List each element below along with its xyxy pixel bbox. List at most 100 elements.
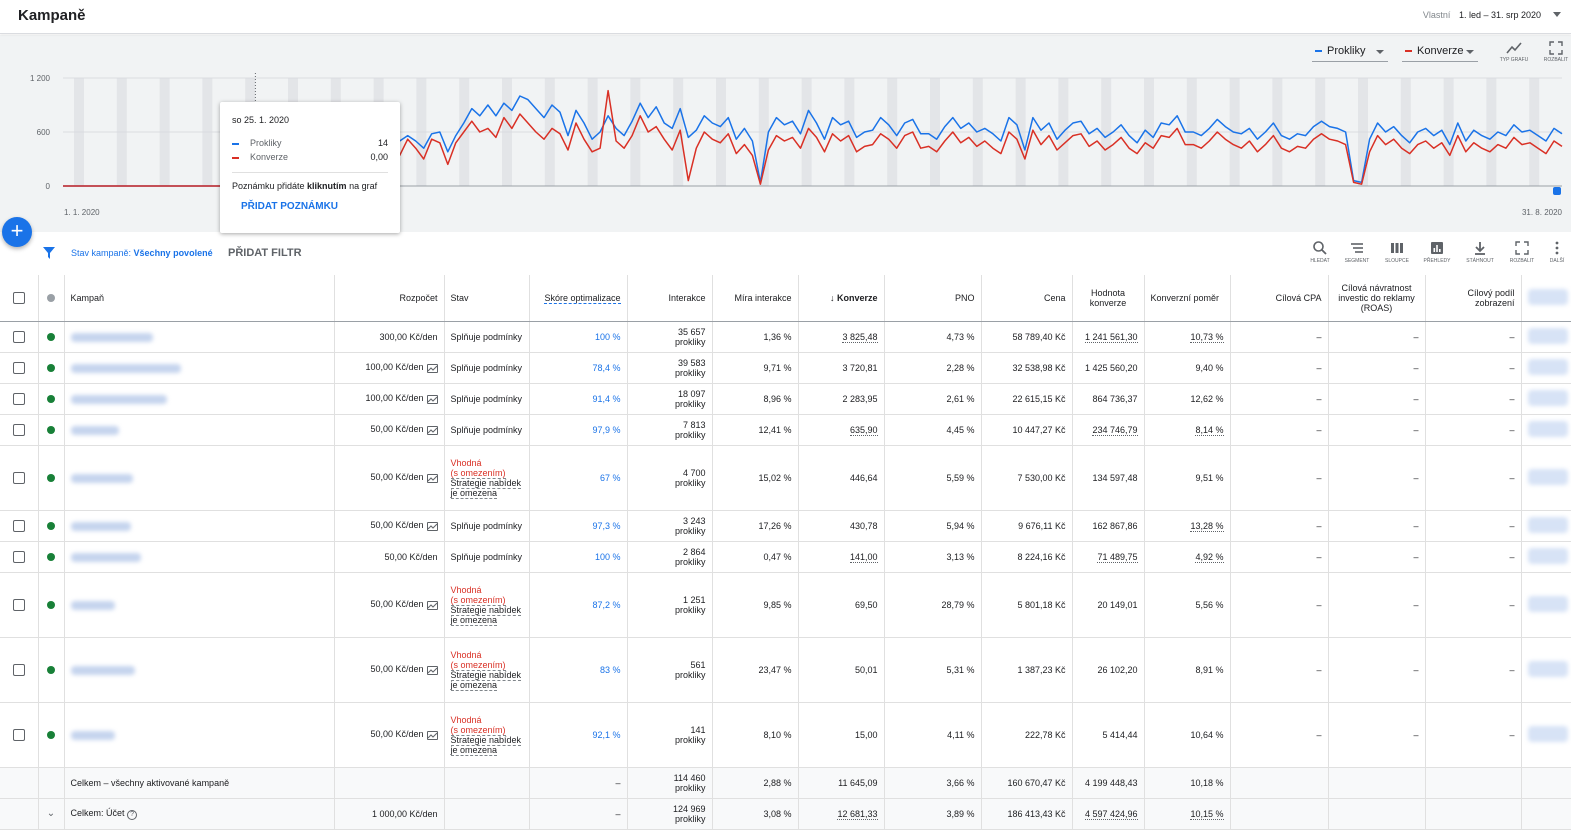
table-row[interactable]: 50,00 Kč/den Splňuje podmínky 100 % 2 864 pr…: [0, 541, 1571, 573]
opt-score-value[interactable]: 67 %: [599, 472, 621, 483]
status-bid-strategy[interactable]: Strategie nabídek: [450, 477, 522, 489]
create-button[interactable]: +: [2, 217, 32, 247]
budget-trend-icon[interactable]: [426, 394, 438, 404]
status-limited-note[interactable]: (s omezením): [450, 724, 506, 736]
search-tool-button[interactable]: HLEDAT: [1302, 240, 1338, 264]
status-limited-note[interactable]: (s omezením): [450, 594, 506, 606]
campaign-name-cell[interactable]: [64, 352, 335, 384]
more-tool-button[interactable]: DALŠÍ: [1542, 240, 1571, 264]
opt-score-cell[interactable]: 100 %: [529, 321, 628, 353]
chart-expand-button[interactable]: ROZBALIT: [1538, 41, 1571, 63]
columns-tool-button[interactable]: SLOUPCE: [1379, 240, 1415, 264]
add-filter-button[interactable]: PŘIDAT FILTR: [228, 247, 302, 259]
opt-score-value[interactable]: 100 %: [594, 331, 621, 342]
status-bid-strategy[interactable]: Strategie nabídek: [450, 604, 522, 616]
budget-trend-icon[interactable]: [426, 425, 438, 435]
row-checkbox[interactable]: [12, 392, 25, 405]
status-enabled-dot-icon[interactable]: [47, 601, 55, 610]
campaign-name-redacted[interactable]: [70, 394, 167, 404]
row-checkbox[interactable]: [12, 598, 25, 611]
row-select-cell[interactable]: [0, 414, 39, 446]
date-range-caret-icon[interactable]: [1553, 12, 1561, 17]
chart-type-button[interactable]: TYP GRAFU: [1496, 41, 1532, 63]
status-enabled-dot-icon[interactable]: [47, 553, 55, 562]
status-bid-strategy[interactable]: Strategie nabídek: [450, 669, 522, 681]
row-checkbox[interactable]: [12, 361, 25, 374]
col-header-interaction-rate[interactable]: Míra interakce: [712, 275, 799, 322]
row-select-cell[interactable]: [0, 383, 39, 415]
status-enabled-dot-icon[interactable]: [47, 333, 55, 342]
campaign-name-cell[interactable]: [64, 321, 335, 353]
budget-cell[interactable]: 50,00 Kč/den: [334, 414, 445, 446]
add-note-button[interactable]: PŘIDAT POZNÁMKU: [241, 201, 339, 212]
col-header-conv-value[interactable]: Hodnota konverze: [1072, 275, 1145, 322]
row-checkbox[interactable]: [12, 330, 25, 343]
table-row[interactable]: 50,00 Kč/den Vhodná (s omezením) Strategie …: [0, 702, 1571, 768]
opt-score-cell[interactable]: 78,4 %: [529, 352, 628, 384]
col-header-campaign[interactable]: Kampaň: [64, 275, 335, 322]
col-header-target-roas[interactable]: Cílová návratnost investic do reklamy (R…: [1328, 275, 1426, 322]
budget-cell[interactable]: 50,00 Kč/den: [334, 572, 445, 638]
help-icon[interactable]: ?: [127, 809, 138, 820]
budget-cell[interactable]: 300,00 Kč/den: [334, 321, 445, 353]
chevron-down-icon[interactable]: ⌄: [46, 808, 56, 819]
opt-score-value[interactable]: 78,4 %: [592, 362, 621, 373]
budget-cell[interactable]: 50,00 Kč/den: [334, 637, 445, 703]
campaign-name-redacted[interactable]: [70, 425, 119, 435]
col-header-conv-rate[interactable]: Konverzní poměr: [1144, 275, 1231, 322]
status-bid-strategy-limited[interactable]: je omezena: [450, 679, 498, 691]
status-bid-strategy-limited[interactable]: je omezena: [450, 744, 498, 756]
filter-icon[interactable]: [43, 247, 55, 259]
status-bid-strategy-limited[interactable]: je omezena: [450, 614, 498, 626]
status-enabled-dot-icon[interactable]: [47, 474, 55, 483]
status-eligible-limited[interactable]: Vhodná: [450, 649, 482, 660]
table-row[interactable]: 50,00 Kč/den Splňuje podmínky 97,9 % 7 813 p…: [0, 414, 1571, 446]
col-header-status[interactable]: Stav: [444, 275, 530, 322]
col-header-cost[interactable]: Cena: [981, 275, 1073, 322]
status-filter-chip[interactable]: Stav kampaně: Všechny povolené: [71, 248, 213, 258]
select-all-checkbox[interactable]: [12, 291, 25, 304]
campaign-name-cell[interactable]: [64, 702, 335, 768]
col-header-conversions[interactable]: ↓ Konverze: [798, 275, 885, 322]
row-select-cell[interactable]: [0, 572, 39, 638]
segment-tool-button[interactable]: SEGMENT: [1339, 240, 1375, 264]
campaign-name-cell[interactable]: [64, 510, 335, 542]
budget-cell[interactable]: 100,00 Kč/den: [334, 352, 445, 384]
status-limited-note[interactable]: (s omezením): [450, 659, 506, 671]
campaign-name-redacted[interactable]: [70, 552, 141, 562]
opt-score-cell[interactable]: 91,4 %: [529, 383, 628, 415]
opt-score-cell[interactable]: 100 %: [529, 541, 628, 573]
opt-score-value[interactable]: 97,9 %: [592, 424, 621, 435]
row-select-cell[interactable]: [0, 637, 39, 703]
metric2-selector[interactable]: Konverze: [1402, 40, 1478, 62]
col-header-target-share[interactable]: Cílový podíl zobrazení: [1425, 275, 1522, 322]
row-checkbox[interactable]: [12, 471, 25, 484]
budget-cell[interactable]: 50,00 Kč/den: [334, 445, 445, 511]
campaign-name-redacted[interactable]: [70, 730, 115, 740]
row-select-cell[interactable]: [0, 352, 39, 384]
status-enabled-dot-icon[interactable]: [47, 731, 55, 740]
budget-trend-icon[interactable]: [426, 730, 438, 740]
opt-score-cell[interactable]: 97,3 %: [529, 510, 628, 542]
col-header-extra[interactable]: [1521, 275, 1571, 322]
row-select-cell[interactable]: [0, 321, 39, 353]
reports-tool-button[interactable]: PŘEHLEDY: [1419, 240, 1455, 264]
campaign-name-redacted[interactable]: [70, 473, 133, 483]
annotation-marker-icon[interactable]: [1553, 187, 1561, 195]
opt-score-value[interactable]: 83 %: [599, 664, 621, 675]
row-checkbox[interactable]: [12, 728, 25, 741]
table-row[interactable]: 50,00 Kč/den Vhodná (s omezením) Strategie …: [0, 637, 1571, 703]
row-checkbox[interactable]: [12, 423, 25, 436]
opt-score-cell[interactable]: 87,2 %: [529, 572, 628, 638]
budget-trend-icon[interactable]: [426, 521, 438, 531]
row-select-cell[interactable]: [0, 445, 39, 511]
status-eligible-limited[interactable]: Vhodná: [450, 714, 482, 725]
metric1-selector[interactable]: Prokliky: [1312, 40, 1388, 62]
status-bid-strategy-limited[interactable]: je omezena: [450, 487, 498, 499]
status-enabled-dot-icon[interactable]: [47, 364, 55, 373]
budget-trend-icon[interactable]: [426, 473, 438, 483]
budget-cell[interactable]: 50,00 Kč/den: [334, 510, 445, 542]
opt-score-cell[interactable]: 92,1 %: [529, 702, 628, 768]
opt-score-cell[interactable]: 97,9 %: [529, 414, 628, 446]
row-checkbox[interactable]: [12, 550, 25, 563]
